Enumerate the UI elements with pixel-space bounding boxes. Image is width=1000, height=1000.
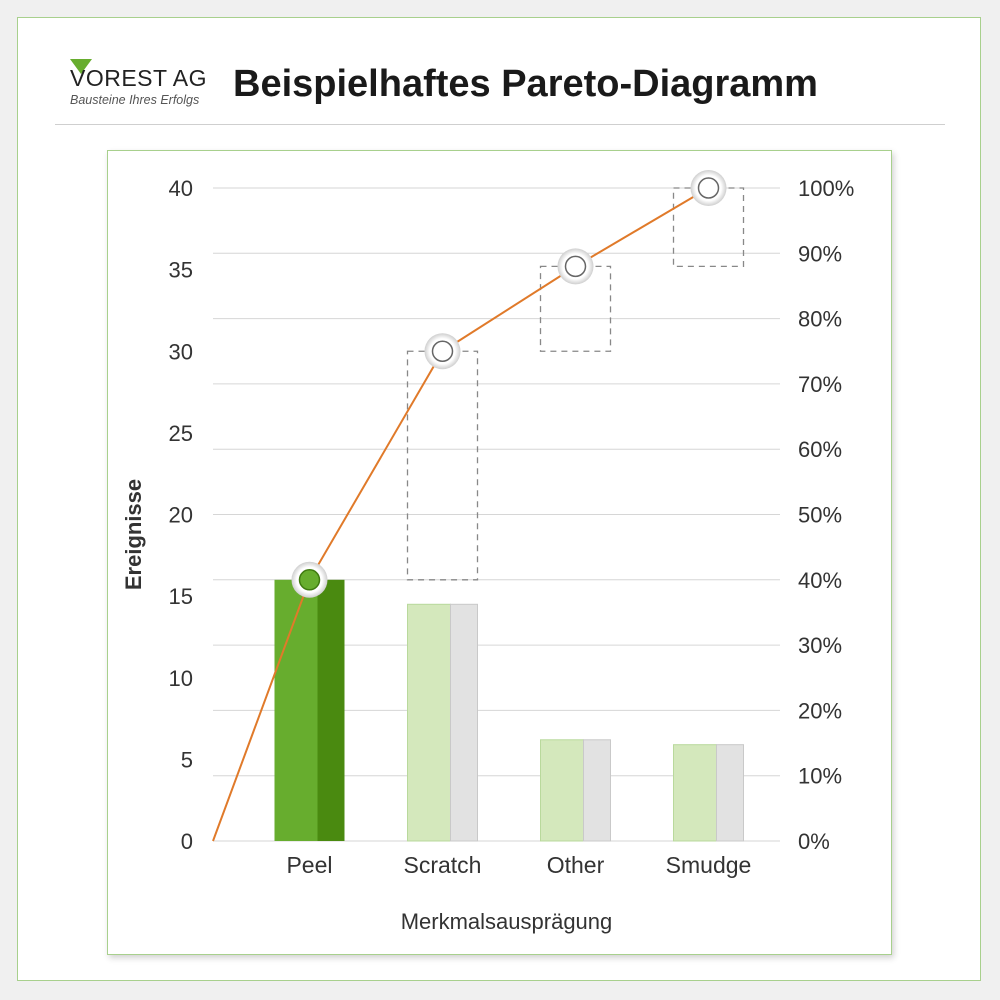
right-axis-tick-label: 20% bbox=[798, 698, 842, 723]
bar-shade bbox=[317, 579, 345, 841]
bar-shade bbox=[583, 739, 611, 842]
bar bbox=[407, 603, 451, 842]
category-label: Other bbox=[547, 852, 605, 878]
category-label: Peel bbox=[286, 852, 332, 878]
pareto-chart: 0 5 10 15 20 25 30 35 40 0% 10% 20% 30% 40% 50% 60% 70% 8… bbox=[121, 170, 854, 934]
company-logo: VOREST AG Bausteine Ihres Erfolgs bbox=[68, 55, 208, 115]
category-label: Scratch bbox=[404, 852, 482, 878]
header-divider bbox=[55, 124, 945, 125]
cumulative-point bbox=[697, 177, 720, 199]
bar bbox=[673, 744, 717, 842]
left-axis-tick-label: 30 bbox=[169, 339, 193, 364]
left-axis-tick-label: 20 bbox=[169, 503, 193, 528]
logo-tagline: Bausteine Ihres Erfolgs bbox=[70, 93, 200, 107]
cumulative-increment-box bbox=[406, 350, 479, 581]
category-label: Smudge bbox=[666, 852, 752, 878]
right-axis-tick-label: 80% bbox=[798, 307, 842, 332]
bar bbox=[540, 739, 584, 842]
left-axis-tick-label: 40 bbox=[169, 176, 193, 201]
right-axis-tick-label: 100% bbox=[798, 176, 854, 201]
left-axis-tick-label: 15 bbox=[169, 584, 193, 609]
left-axis-tick-label: 0 bbox=[181, 829, 193, 854]
bar bbox=[274, 579, 318, 841]
right-axis-tick-label: 30% bbox=[798, 633, 842, 658]
right-axis-tick-label: 60% bbox=[798, 437, 842, 462]
bar-shade bbox=[450, 603, 478, 842]
left-axis-tick-label: 5 bbox=[181, 747, 193, 772]
chart-panel: 0 5 10 15 20 25 30 35 40 0% 10% 20% 30% 40% 50% 60% 70% 8… bbox=[107, 150, 892, 955]
right-axis-tick-label: 0% bbox=[798, 829, 830, 854]
logo-triangle-icon bbox=[70, 59, 92, 74]
right-axis-tick-label: 40% bbox=[798, 568, 842, 593]
left-axis-tick-label: 25 bbox=[169, 421, 193, 446]
y-axis-title: Ereignisse bbox=[121, 479, 146, 590]
right-axis-tick-label: 70% bbox=[798, 372, 842, 397]
right-axis-tick-label: 10% bbox=[798, 764, 842, 789]
bar-shade bbox=[716, 744, 744, 842]
page-title: Beispielhaftes Pareto-Diagramm bbox=[233, 63, 818, 105]
right-axis-tick-label: 50% bbox=[798, 503, 842, 528]
cumulative-point bbox=[431, 340, 454, 362]
x-axis-title: Merkmalsausprägung bbox=[401, 909, 613, 934]
cumulative-point bbox=[298, 569, 321, 591]
cumulative-point bbox=[564, 255, 587, 278]
logo-name: VOREST AG bbox=[70, 65, 208, 91]
left-axis-tick-label: 10 bbox=[169, 666, 193, 691]
right-axis-tick-label: 90% bbox=[798, 241, 842, 266]
left-axis-tick-label: 35 bbox=[169, 258, 193, 283]
